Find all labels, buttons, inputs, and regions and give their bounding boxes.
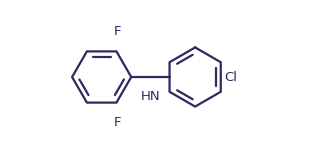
Text: F: F (114, 25, 121, 38)
Text: Cl: Cl (225, 71, 238, 84)
Text: F: F (114, 116, 121, 129)
Text: HN: HN (141, 90, 160, 103)
